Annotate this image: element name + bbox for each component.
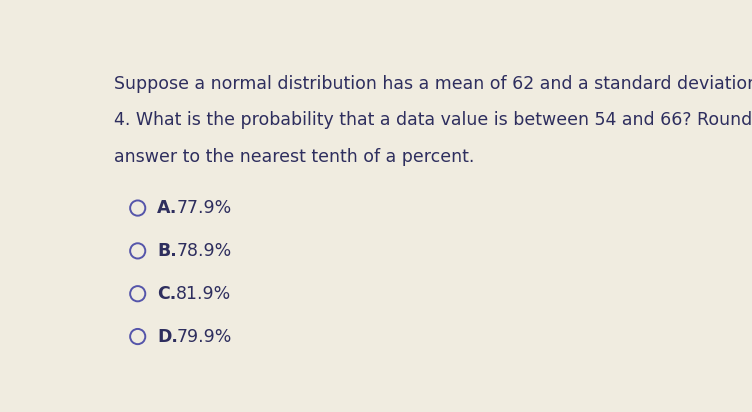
Text: 77.9%: 77.9% [176,199,232,217]
Text: D.: D. [157,328,177,346]
Text: 79.9%: 79.9% [176,328,232,346]
Text: A.: A. [157,199,177,217]
Text: B.: B. [157,242,177,260]
Text: 4. What is the probability that a data value is between 54 and 66? Round your: 4. What is the probability that a data v… [114,111,752,129]
Text: Suppose a normal distribution has a mean of 62 and a standard deviation of: Suppose a normal distribution has a mean… [114,75,752,93]
Text: C.: C. [157,285,176,303]
Text: 78.9%: 78.9% [176,242,232,260]
Text: 81.9%: 81.9% [176,285,232,303]
Text: answer to the nearest tenth of a percent.: answer to the nearest tenth of a percent… [114,148,475,166]
